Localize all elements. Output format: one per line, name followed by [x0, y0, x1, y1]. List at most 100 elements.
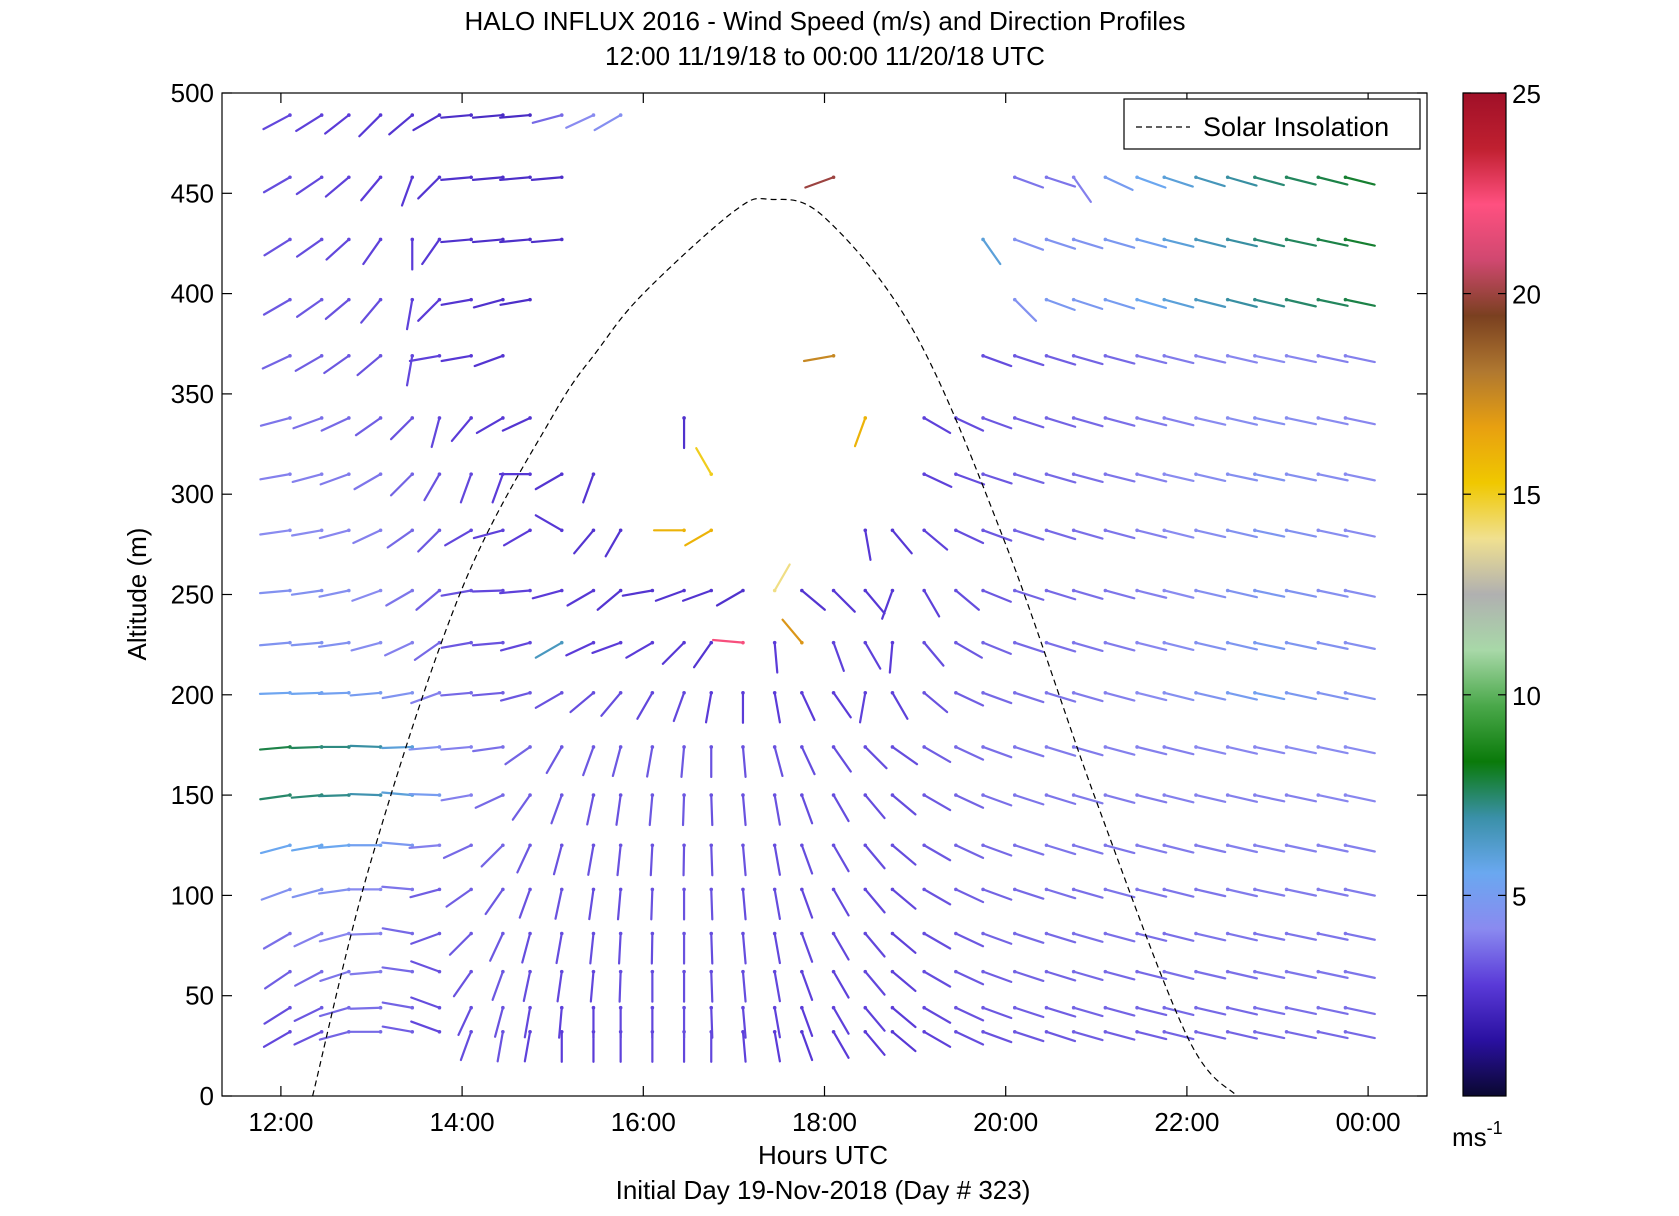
- wind-barb: [317, 844, 350, 849]
- wind-barb: [1072, 970, 1104, 981]
- wind-barb-head: [981, 640, 985, 645]
- wind-barb: [1226, 1030, 1259, 1040]
- wind-barb: [1344, 354, 1376, 364]
- wind-barb: [1344, 589, 1376, 598]
- wind-barb-head: [1044, 640, 1049, 645]
- wind-barb: [293, 1006, 323, 1022]
- wind-barb-head: [319, 969, 324, 974]
- wind-barb: [351, 589, 382, 602]
- x-tick-label: 16:00: [611, 1107, 676, 1137]
- wind-barb: [864, 932, 886, 958]
- wind-barb-head: [954, 1030, 958, 1034]
- wind-barb: [1226, 1006, 1259, 1016]
- wind-barb: [1317, 844, 1349, 853]
- wind-barb: [800, 1030, 814, 1062]
- wind-barb-head: [1316, 237, 1321, 242]
- wind-barb-head: [591, 640, 596, 645]
- wind-barb-head: [1162, 472, 1167, 476]
- wind-barb-head: [1071, 690, 1076, 695]
- wind-barb: [1253, 589, 1286, 598]
- wind-barb-head: [1044, 931, 1049, 936]
- wind-barb: [389, 416, 414, 441]
- wind-barb-head: [709, 745, 714, 749]
- wind-barb: [1317, 1030, 1349, 1040]
- wind-barb-head: [1253, 969, 1257, 974]
- wind-barb-head: [650, 745, 655, 749]
- wind-barb: [589, 932, 595, 965]
- wind-barb: [516, 844, 532, 874]
- wind-barb-head: [981, 793, 985, 797]
- wind-barb: [832, 970, 850, 999]
- wind-barb: [802, 354, 835, 363]
- wind-barb-head: [831, 843, 836, 848]
- wind-barb-head: [528, 297, 532, 302]
- wind-barb: [405, 298, 414, 331]
- x-tick-label: 14:00: [430, 1107, 495, 1137]
- wind-barb-head: [682, 793, 686, 797]
- wind-barb: [491, 473, 504, 504]
- wind-barb: [565, 113, 595, 129]
- wind-barb: [408, 354, 441, 363]
- wind-barb-head: [1012, 353, 1017, 358]
- wind-barb: [552, 844, 563, 876]
- wind-barb-head: [1194, 237, 1198, 242]
- wind-barb-head: [1225, 640, 1230, 645]
- wind-barb: [773, 745, 784, 778]
- wind-barb: [1045, 888, 1077, 900]
- wind-barb-head: [1071, 353, 1076, 358]
- wind-barb: [773, 691, 781, 724]
- wind-barb-head: [650, 843, 655, 848]
- wind-barb-head: [559, 745, 564, 749]
- wind-barb-head: [890, 640, 895, 645]
- wind-barb: [981, 416, 1013, 430]
- wind-barb-head: [1316, 843, 1321, 848]
- wind-barb: [263, 1006, 292, 1025]
- wind-barb-head: [1194, 528, 1198, 533]
- wind-barb-head: [1135, 175, 1139, 180]
- wind-barb: [523, 1006, 532, 1039]
- wind-barb-head: [437, 690, 442, 695]
- wind-barb: [1253, 298, 1286, 308]
- wind-barb: [1226, 238, 1259, 248]
- wind-barb-head: [1044, 472, 1049, 476]
- wind-barb-head: [319, 175, 324, 180]
- wind-barb-head: [591, 969, 596, 974]
- wind-barb: [954, 745, 985, 761]
- wind-barb-head: [981, 690, 985, 695]
- wind-barb: [496, 1030, 504, 1063]
- wind-barb-head: [437, 588, 442, 593]
- wind-barb: [646, 745, 654, 778]
- wind-barb-head: [1071, 793, 1076, 797]
- wind-barb-head: [1194, 931, 1198, 936]
- wind-barb: [258, 691, 292, 695]
- wind-barb: [781, 618, 803, 644]
- wind-barb-head: [319, 528, 324, 533]
- wind-barb-head: [1135, 793, 1139, 797]
- wind-barb-head: [559, 175, 564, 180]
- wind-barb-head: [954, 793, 958, 797]
- wind-barb-head: [1103, 745, 1108, 749]
- wind-barb-head: [1316, 528, 1321, 533]
- wind-barb-head: [559, 472, 564, 476]
- wind-barb-head: [288, 969, 292, 974]
- wind-barb-head: [1103, 690, 1108, 695]
- wind-barb-head: [1316, 1005, 1321, 1010]
- wind-barb: [294, 970, 323, 987]
- wind-barb: [1045, 354, 1077, 366]
- wind-barb: [290, 745, 323, 750]
- wind-barb: [388, 113, 414, 136]
- wind-barb-head: [800, 793, 804, 797]
- wind-barb: [1194, 1006, 1227, 1016]
- wind-barb-head: [1316, 887, 1321, 892]
- wind-barb-head: [1253, 237, 1257, 242]
- wind-barb-head: [1316, 175, 1321, 180]
- wind-barb-head: [863, 745, 868, 749]
- wind-barb-head: [741, 931, 745, 936]
- wind-barb-head: [1103, 528, 1108, 533]
- wind-barb-head: [1284, 690, 1289, 695]
- wind-barb-head: [863, 1030, 868, 1034]
- wind-barb-head: [772, 843, 777, 848]
- wind-barb: [1135, 1006, 1168, 1017]
- wind-barb-head: [922, 843, 926, 848]
- wind-barb-head: [800, 690, 804, 695]
